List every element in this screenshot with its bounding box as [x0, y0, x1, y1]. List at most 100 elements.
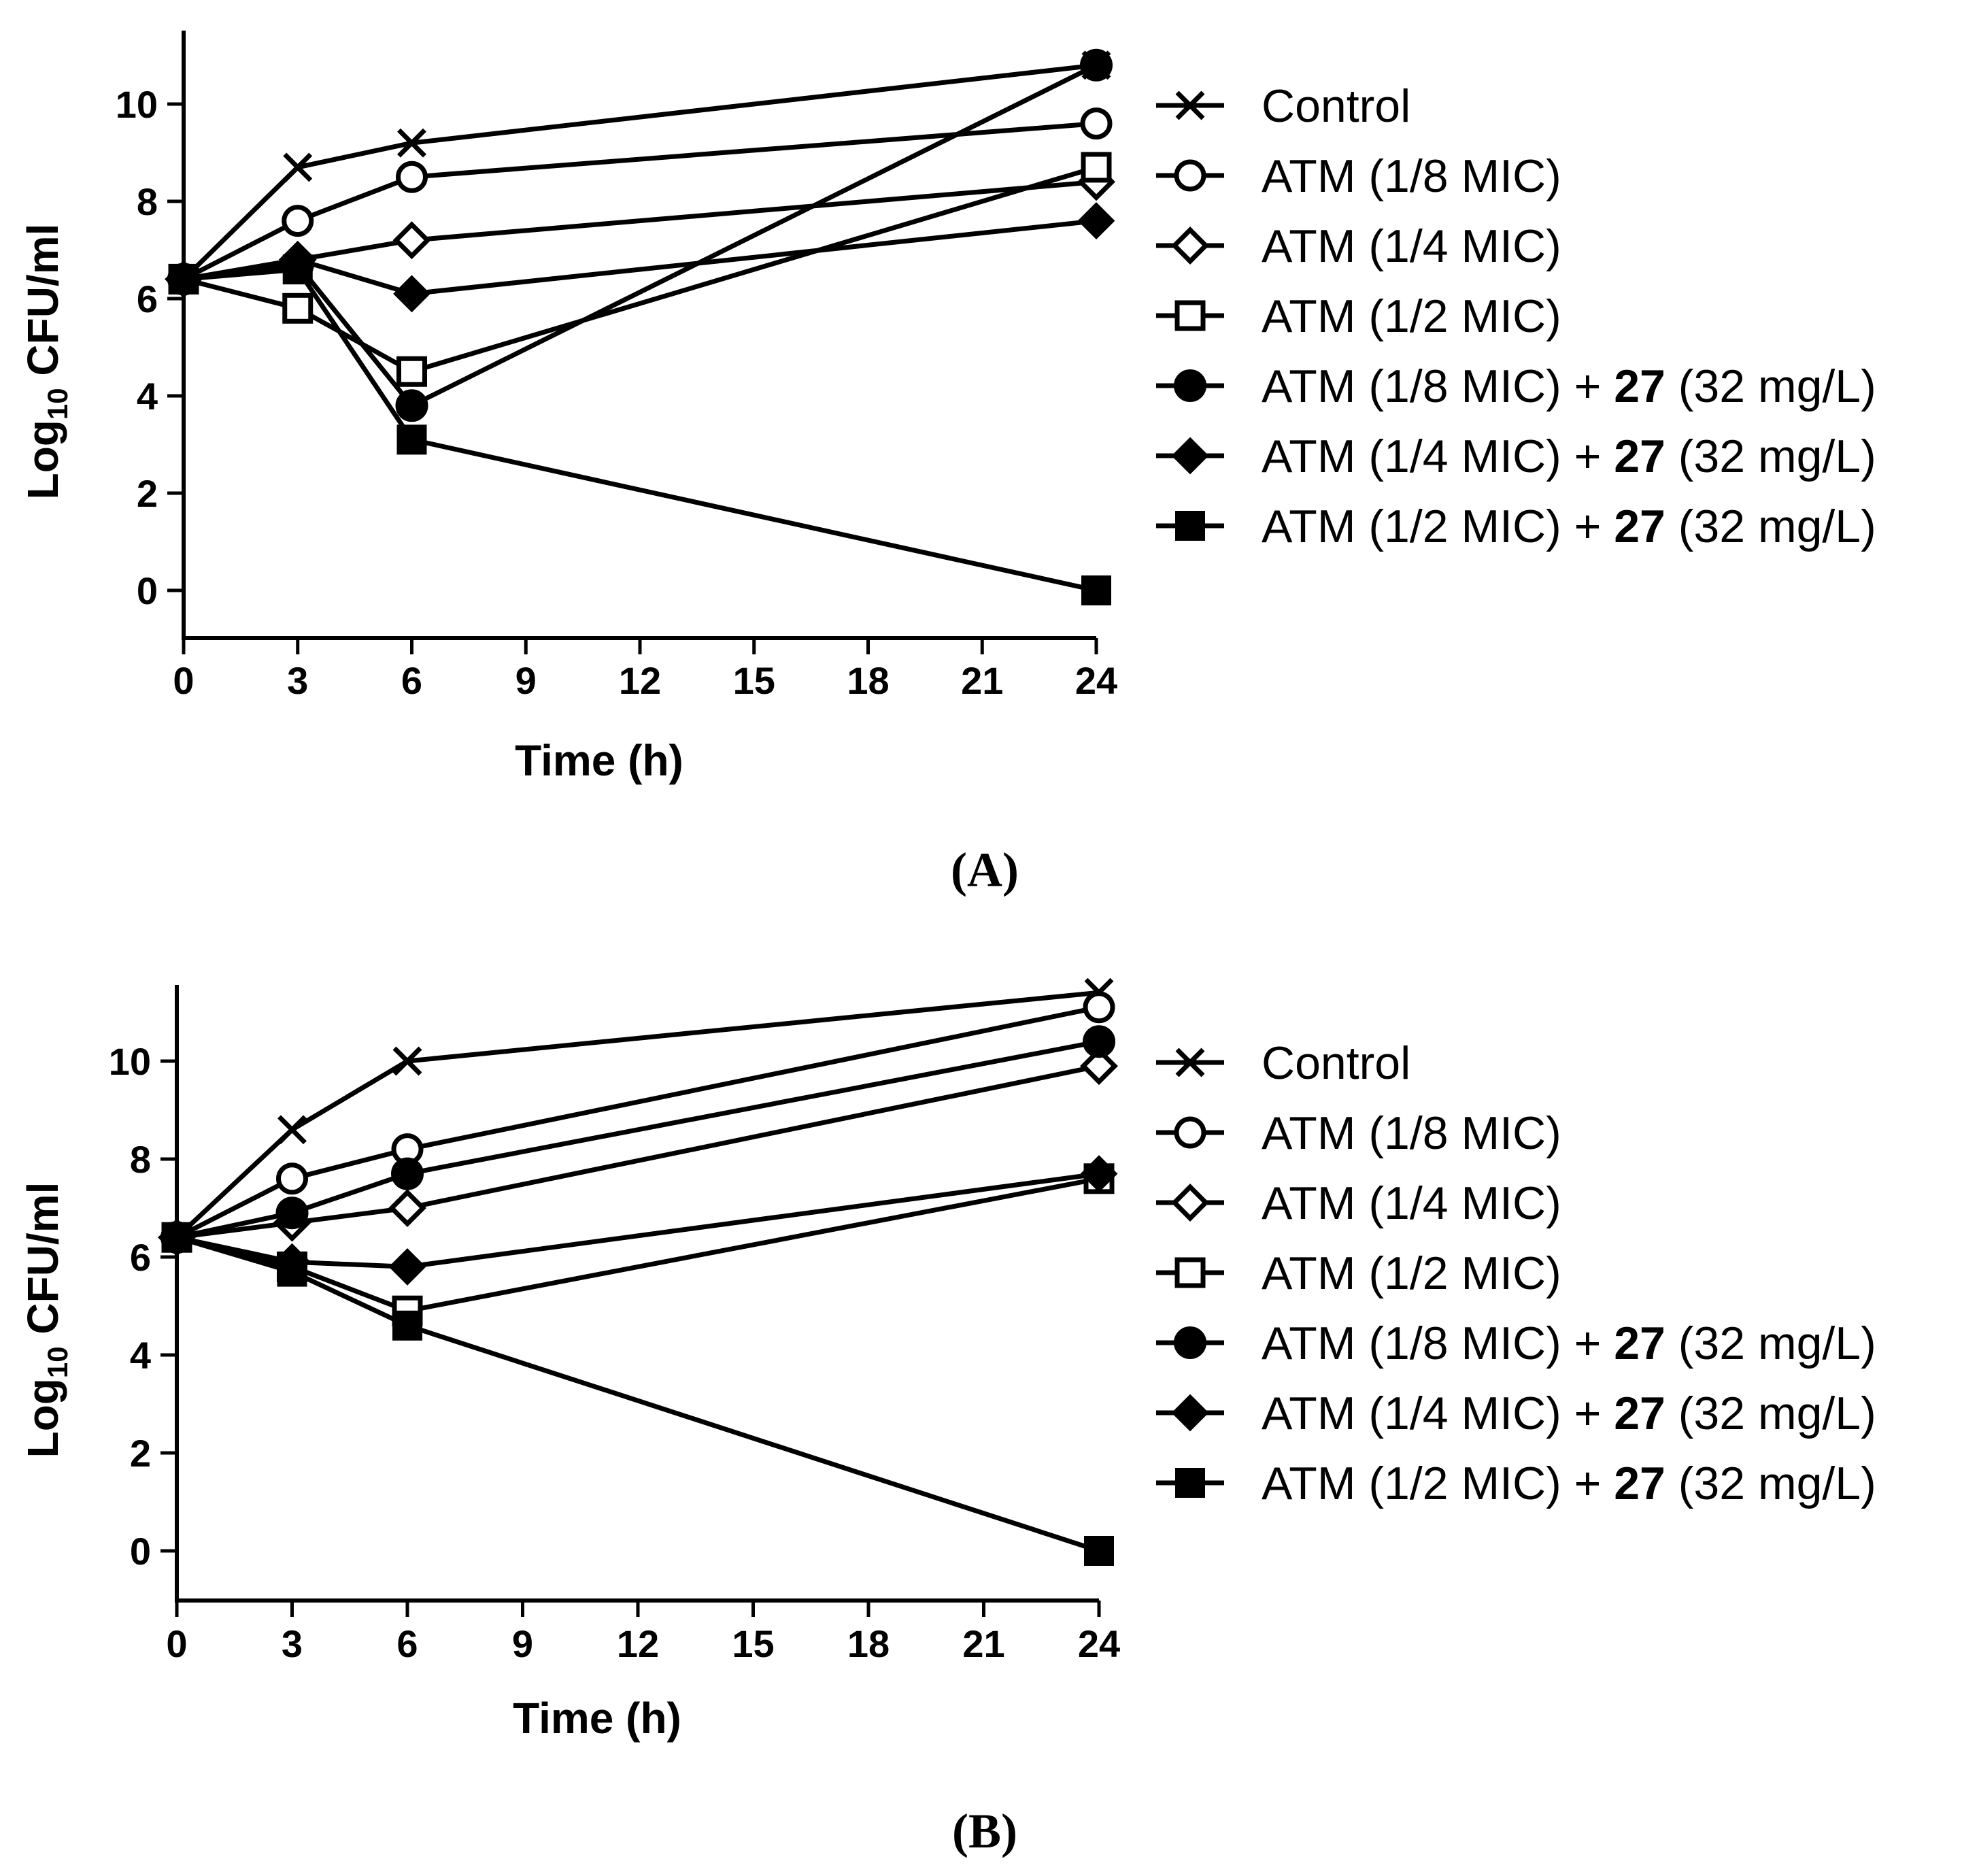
- panel-b-series-4-point: [1083, 1025, 1115, 1058]
- panel-b-x-axis-title: Time (h): [513, 1694, 681, 1743]
- legend-item: ATM (1/2 MIC): [1156, 1247, 1561, 1299]
- panel-b-y-axis-title: Log10 CFU/ml: [18, 1182, 73, 1458]
- panel-a-series-6-point: [1081, 575, 1111, 605]
- panel-b-series-1-point: [276, 1162, 308, 1195]
- panel-a-series-6-point: [396, 424, 427, 455]
- legend-marker: [1175, 90, 1205, 120]
- panel-b-x-tick-label: 24: [1078, 1622, 1120, 1665]
- panel-a-series-line-6: [183, 267, 1097, 593]
- panel-b-y-tick-label: 2: [130, 1432, 151, 1475]
- panel-b-y-tick-label: 0: [130, 1530, 151, 1573]
- legend-marker: [1174, 1257, 1206, 1288]
- panel-b-x-tick-label: 21: [962, 1622, 1004, 1665]
- panel-a-series-3-point: [396, 356, 427, 387]
- legend-item: ATM (1/2 MIC): [1156, 290, 1561, 342]
- panel-a-series-4-point: [395, 389, 428, 422]
- panel-a-y-tick-label: 0: [137, 569, 158, 612]
- panel-b-series-2-point: [1080, 1047, 1118, 1086]
- panel-b-x-tick-label: 12: [617, 1622, 659, 1665]
- panel-a-x-tick-label: 12: [619, 659, 661, 702]
- panel-a-y-axis-title: Log10 CFU/ml: [18, 224, 73, 500]
- panel-b-label: (B): [952, 1804, 1017, 1858]
- panel-a-x-tick-label: 24: [1075, 659, 1117, 702]
- panel-a-y-tick-label: 4: [137, 375, 158, 418]
- panel-b-series-6-point: [162, 1222, 192, 1253]
- panel-b-y-tick-label: 4: [130, 1334, 151, 1377]
- legend-marker: [1174, 1326, 1206, 1359]
- panel-a-x-tick-label: 6: [401, 659, 422, 702]
- panel-a-series-2-point: [392, 221, 431, 260]
- panel-a-x-tick-label: 21: [961, 659, 1003, 702]
- panel-b-series-line-5: [176, 1171, 1100, 1269]
- panel-b-x-tick-label: 15: [732, 1622, 774, 1665]
- panel-b-series-0-point: [392, 1046, 422, 1076]
- panel-b-x-tick-label: 0: [166, 1622, 187, 1665]
- legend-marker: [1174, 369, 1206, 402]
- legend-marker: [1171, 1394, 1209, 1432]
- legend-label: ATM (1/4 MIC): [1262, 220, 1561, 272]
- panel-a-series-5-point: [393, 275, 430, 313]
- panel-a-y-tick-label: 10: [116, 83, 158, 126]
- legend-marker: [1175, 511, 1205, 541]
- panel-a-series-6-point: [169, 264, 199, 295]
- legend-item: ATM (1/4 MIC) + 27 (32 mg/L): [1156, 431, 1876, 482]
- panel-a-x-axis-title: Time (h): [515, 736, 683, 785]
- legend-marker: [1174, 1116, 1206, 1149]
- panel-b-series-6-point: [277, 1256, 307, 1287]
- panel-a-series-3-point: [282, 292, 314, 324]
- legend-marker: [1171, 437, 1209, 475]
- legend-label: ATM (1/2 MIC) + 27 (32 mg/L): [1262, 1458, 1876, 1509]
- panel-b-series-line-2: [176, 1063, 1100, 1240]
- panel-a-y-tick-label: 6: [137, 278, 158, 320]
- panel-b-series-line-4: [176, 1039, 1100, 1240]
- panel-a-series-line-5: [183, 218, 1097, 297]
- legend-marker: [1174, 159, 1206, 192]
- panel-a-x-tick-label: 18: [847, 659, 889, 702]
- legend-label: ATM (1/4 MIC) + 27 (32 mg/L): [1262, 431, 1876, 482]
- legend-marker: [1171, 227, 1209, 265]
- panel-b-y-tick-label: 8: [130, 1138, 151, 1181]
- legend-item: Control: [1156, 80, 1410, 132]
- panel-a-series-line-1: [182, 121, 1097, 282]
- legend-item: ATM (1/4 MIC) + 27 (32 mg/L): [1156, 1388, 1876, 1439]
- legend-label: ATM (1/8 MIC) + 27 (32 mg/L): [1262, 361, 1876, 412]
- legend-marker: [1175, 1468, 1205, 1498]
- panel-a-series-1-point: [282, 205, 314, 237]
- panel-a-series-4-point: [1080, 48, 1113, 82]
- panel-a-x-tick-label: 3: [287, 659, 308, 702]
- legend-marker: [1175, 1048, 1205, 1077]
- panel-a-x-tick-label: 0: [173, 659, 194, 702]
- panel-b-y-tick-label: 6: [130, 1236, 151, 1279]
- panel-b-x-tick-label: 9: [512, 1622, 533, 1665]
- legend-label: ATM (1/8 MIC): [1262, 1107, 1561, 1159]
- panel-b-series-5-point: [388, 1247, 426, 1286]
- legend-label: ATM (1/2 MIC) + 27 (32 mg/L): [1262, 501, 1876, 552]
- panel-b-series-4-point: [275, 1196, 309, 1230]
- panel-a-y-tick-label: 2: [137, 472, 158, 515]
- legend-item: Control: [1156, 1037, 1410, 1089]
- panel-a-x-tick-label: 15: [733, 659, 775, 702]
- panel-a-series-line-4: [183, 63, 1098, 408]
- panel-a-series-line-3: [183, 165, 1098, 374]
- legend-label: ATM (1/8 MIC): [1262, 150, 1561, 202]
- panel-a-series-6-point: [282, 254, 313, 285]
- legend-item: ATM (1/8 MIC): [1156, 150, 1561, 202]
- legend-label: ATM (1/2 MIC): [1262, 1247, 1561, 1299]
- legend-item: ATM (1/2 MIC) + 27 (32 mg/L): [1156, 1458, 1876, 1509]
- panel-b-series-line-1: [175, 1005, 1100, 1240]
- panel-a-y-tick-label: 8: [137, 180, 158, 223]
- legend-label: Control: [1262, 1037, 1410, 1089]
- legend-label: ATM (1/2 MIC): [1262, 290, 1561, 342]
- panel-b-series-line-6: [176, 1235, 1100, 1554]
- legend-label: Control: [1262, 80, 1410, 132]
- panel-b-series-6-point: [392, 1310, 422, 1341]
- panel-b-series-line-3: [176, 1176, 1100, 1313]
- legend-item: ATM (1/2 MIC) + 27 (32 mg/L): [1156, 501, 1876, 552]
- legend-item: ATM (1/8 MIC) + 27 (32 mg/L): [1156, 1318, 1876, 1369]
- panel-b-x-tick-label: 18: [847, 1622, 890, 1665]
- panel-a-legend: Control ATM (1/8 MIC) ATM (1/4 MIC) ATM (1/…: [1156, 80, 1876, 552]
- panel-b-series-5-point: [1080, 1155, 1118, 1193]
